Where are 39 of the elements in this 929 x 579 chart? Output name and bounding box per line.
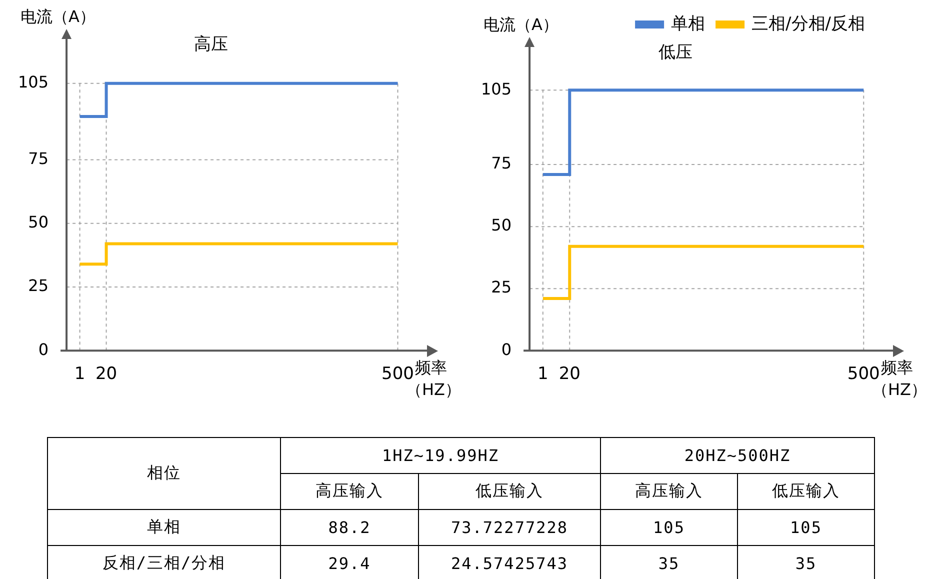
text: 高压输入 bbox=[280, 474, 418, 510]
text: 35 bbox=[600, 546, 738, 579]
y-tick-label: 75 bbox=[28, 148, 49, 168]
text: 105 bbox=[738, 510, 875, 546]
y-tick-label: 105 bbox=[480, 79, 512, 98]
x-tick-label: 20 bbox=[95, 364, 118, 384]
chart-title: 高压 bbox=[194, 34, 228, 54]
text: 20HZ~500HZ bbox=[600, 438, 875, 474]
text: 高压输入 bbox=[600, 474, 738, 510]
x-tick-label: 20 bbox=[558, 364, 580, 384]
y-tick-label: 50 bbox=[28, 212, 49, 232]
text: 单相 bbox=[48, 510, 280, 546]
text: 低压输入 bbox=[738, 474, 875, 510]
y-axis-title: 电流（A） bbox=[20, 7, 96, 26]
y-tick-label: 0 bbox=[501, 340, 512, 359]
text: 73.72277228 bbox=[418, 510, 600, 546]
text: 88.2 bbox=[280, 510, 418, 546]
text: 低压输入 bbox=[418, 474, 600, 510]
y-tick-label: 50 bbox=[491, 216, 512, 235]
text: 29.4 bbox=[280, 546, 418, 579]
text: 1HZ~19.99HZ bbox=[280, 438, 600, 474]
y-axis-title: 电流（A） bbox=[484, 15, 558, 34]
text: 相位 bbox=[48, 438, 280, 510]
text: 105 bbox=[600, 510, 738, 546]
x-tick-label: 1 bbox=[537, 364, 548, 384]
y-tick-label: 105 bbox=[18, 72, 49, 92]
text: 24.57425743 bbox=[418, 546, 600, 579]
legend-label: 三相/分相/反相 bbox=[752, 14, 866, 34]
y-tick-label: 25 bbox=[491, 278, 512, 297]
y-tick-label: 0 bbox=[38, 340, 49, 359]
chart-title: 低压 bbox=[658, 42, 692, 62]
x-tick-label: 1 bbox=[74, 364, 86, 384]
text: 反相/三相/分相 bbox=[48, 546, 280, 579]
x-tick-label: 500 bbox=[847, 364, 880, 384]
y-tick-label: 25 bbox=[28, 276, 49, 296]
text: 35 bbox=[738, 546, 875, 579]
x-tick-label: 500 bbox=[382, 364, 414, 384]
legend-label: 单相 bbox=[671, 14, 706, 34]
y-tick-label: 75 bbox=[491, 154, 512, 173]
